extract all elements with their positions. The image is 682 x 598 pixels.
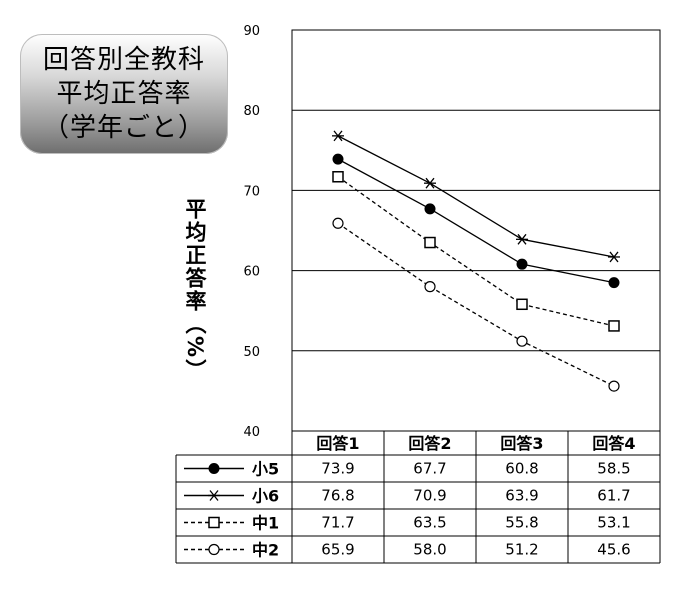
data-label: 76.8 bbox=[321, 487, 354, 505]
data-point bbox=[516, 233, 528, 245]
x-tick-label: 回答1 bbox=[316, 434, 359, 453]
data-point bbox=[516, 258, 528, 270]
data-point bbox=[424, 203, 436, 215]
data-point bbox=[516, 335, 528, 347]
chart-title-badge: 回答別全教科 平均正答率 （学年ごと） bbox=[20, 34, 228, 154]
data-label: 67.7 bbox=[413, 460, 446, 478]
y-tick-label: 60 bbox=[243, 265, 260, 280]
x-tick-label: 回答3 bbox=[500, 434, 543, 453]
data-point bbox=[332, 217, 344, 229]
legend-label: 小5 bbox=[252, 460, 279, 479]
x-tick-label: 回答2 bbox=[408, 434, 451, 453]
legend-label: 小6 bbox=[252, 487, 279, 506]
series-line-2 bbox=[337, 135, 615, 258]
data-point bbox=[424, 281, 436, 293]
data-label: 45.6 bbox=[597, 541, 630, 559]
data-point bbox=[608, 380, 620, 392]
data-label: 65.9 bbox=[321, 541, 354, 559]
series-line-4 bbox=[337, 222, 615, 387]
data-point bbox=[424, 177, 436, 189]
data-point bbox=[332, 153, 344, 165]
data-label: 55.8 bbox=[505, 514, 538, 532]
title-line-3: （学年ごと） bbox=[42, 113, 205, 143]
data-label: 60.8 bbox=[505, 460, 538, 478]
legend-key-marker bbox=[208, 516, 220, 529]
data-point bbox=[608, 251, 620, 263]
data-label: 61.7 bbox=[597, 487, 630, 505]
plot-area bbox=[291, 29, 661, 432]
data-label: 63.5 bbox=[413, 514, 446, 532]
data-point bbox=[608, 320, 620, 332]
y-axis-label: 平均正答率（%） bbox=[183, 198, 207, 383]
y-tick-label: 80 bbox=[243, 104, 260, 119]
title-line-2: 平均正答率 bbox=[56, 79, 192, 109]
series-line-1 bbox=[337, 158, 615, 284]
data-point bbox=[516, 298, 528, 311]
data-label: 53.1 bbox=[597, 514, 630, 532]
data-point bbox=[608, 277, 620, 289]
data-label: 58.5 bbox=[597, 460, 630, 478]
legend-label: 中2 bbox=[252, 541, 279, 560]
y-tick-label: 90 bbox=[243, 24, 260, 39]
y-tick-label: 50 bbox=[243, 345, 260, 360]
data-label: 63.9 bbox=[505, 487, 538, 505]
legend-label: 中1 bbox=[252, 514, 279, 533]
data-point bbox=[332, 130, 344, 142]
data-point bbox=[332, 171, 344, 183]
data-label: 73.9 bbox=[321, 460, 354, 478]
data-label: 71.7 bbox=[321, 514, 354, 532]
data-point bbox=[424, 236, 436, 249]
series-line-3 bbox=[337, 176, 615, 327]
data-label: 70.9 bbox=[413, 487, 446, 505]
legend-key-marker bbox=[208, 463, 220, 474]
data-label: 58.0 bbox=[413, 541, 446, 559]
legend-key-marker bbox=[208, 490, 220, 501]
y-tick-label: 40 bbox=[243, 425, 260, 440]
x-tick-label: 回答4 bbox=[592, 434, 635, 453]
data-label: 51.2 bbox=[505, 541, 538, 559]
title-line-1: 回答別全教科 bbox=[42, 45, 205, 75]
legend-key-marker bbox=[208, 543, 220, 556]
y-tick-label: 70 bbox=[243, 184, 260, 199]
